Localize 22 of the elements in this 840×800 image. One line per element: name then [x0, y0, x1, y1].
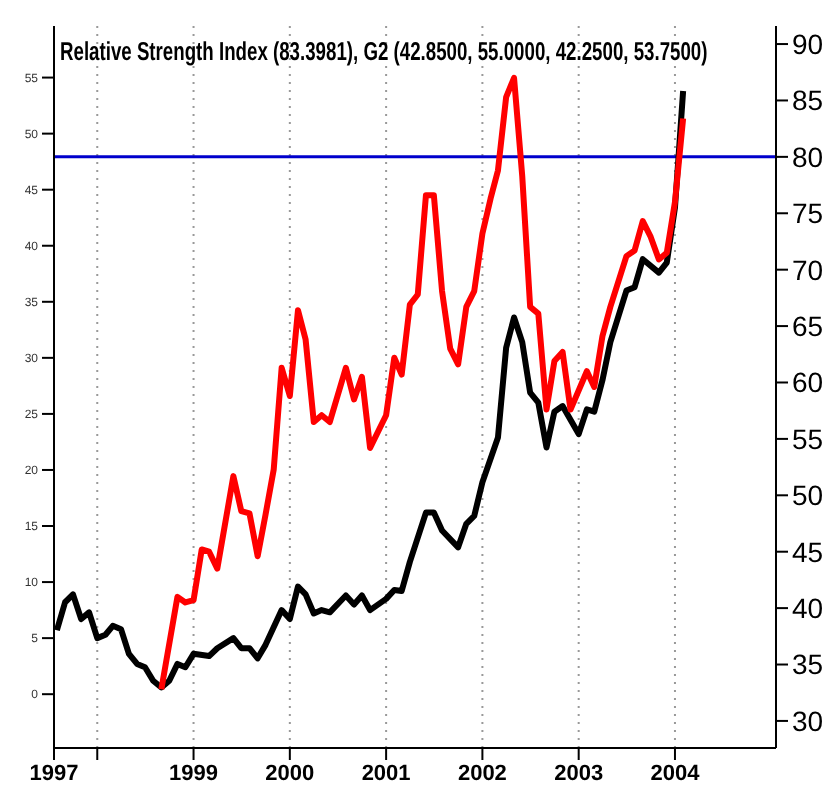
y2-tick-label: 60 [792, 366, 824, 399]
x-tick-label: 1999 [169, 761, 219, 786]
y2-tick-label: 30 [792, 704, 824, 737]
x-tick-label: 2004 [650, 761, 702, 786]
x-tick-label: 1997 [29, 761, 79, 786]
line-series [158, 74, 687, 693]
y2-tick-label: 80 [792, 140, 824, 173]
y2-tick-label: 85 [792, 84, 824, 117]
x-tick-label: 2002 [457, 761, 507, 786]
y2-tick-label: 65 [792, 310, 824, 343]
y2-tick-label: 75 [792, 197, 824, 230]
x-tick-label: 2001 [361, 761, 411, 786]
y2-tick-label: 55 [792, 422, 824, 455]
y2-tick-label: 90 [792, 27, 824, 60]
y2-tick-label: 50 [792, 479, 824, 512]
x-tick-label: 2000 [265, 761, 315, 786]
y2-tick-label: 40 [792, 592, 824, 625]
x-tick-label: 2003 [554, 761, 604, 786]
text: Relative Strength Index (83.3981), G2 (42.8500, 55.0000, 42.2500, 53.7500) [60, 39, 708, 67]
y2-tick-label: 70 [792, 253, 824, 286]
y2-tick-label: 45 [792, 535, 824, 568]
y2-tick-label: 35 [792, 648, 824, 681]
